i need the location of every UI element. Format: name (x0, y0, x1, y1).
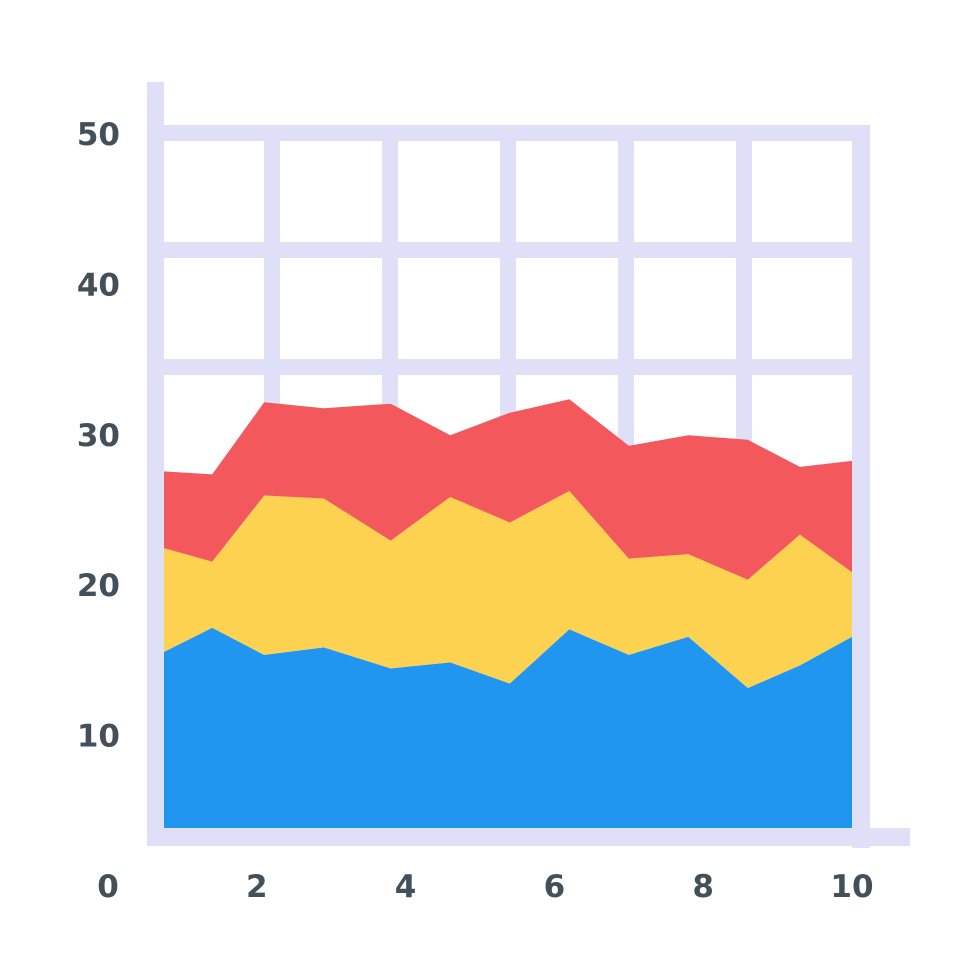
area-series-group (164, 399, 852, 828)
area-series-1 (164, 627, 852, 828)
axes (147, 82, 910, 846)
grid-border-right (852, 125, 870, 848)
x-tick-label: 10 (830, 869, 873, 905)
y-tick-label: 30 (77, 418, 120, 454)
y-tick-label: 40 (77, 267, 120, 303)
y-axis-ticks: 10 20 30 40 50 (77, 117, 120, 755)
x-tick-label: 2 (246, 869, 268, 905)
grid-line-vertical (618, 133, 634, 493)
x-axis-line (147, 828, 910, 846)
grid-line-horizontal (164, 242, 870, 258)
grid-line-horizontal (164, 125, 870, 141)
y-tick-label: 10 (77, 719, 120, 755)
y-tick-label: 20 (77, 568, 120, 604)
x-axis-ticks: 0 2 4 6 8 10 (97, 869, 873, 905)
grid-line-horizontal (164, 359, 870, 375)
x-tick-label: 4 (395, 869, 417, 905)
area-series-2 (164, 491, 852, 688)
area-series-3 (164, 399, 852, 580)
y-tick-label: 50 (77, 117, 120, 153)
grid-line-vertical (736, 133, 752, 493)
x-tick-label: 8 (692, 869, 714, 905)
grid-line-vertical (382, 133, 398, 493)
x-tick-label: 0 (97, 869, 119, 905)
grid-line-vertical (500, 133, 516, 493)
y-axis-line (147, 82, 164, 846)
x-tick-label: 6 (544, 869, 566, 905)
